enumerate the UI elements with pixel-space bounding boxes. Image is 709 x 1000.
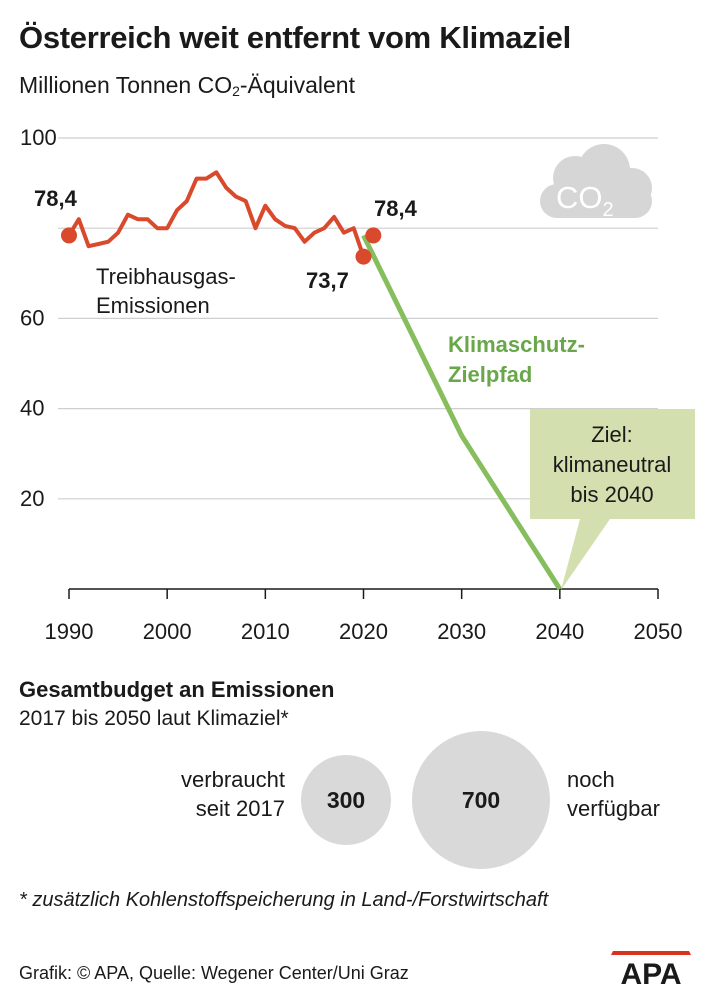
y-tick-label: 40 <box>20 396 44 421</box>
apa-logo: APA <box>611 951 691 987</box>
budget-title: Gesamtbudget an Emissionen <box>19 677 335 702</box>
subtitle-prefix: Millionen Tonnen CO <box>19 72 233 98</box>
used-budget-circle: 300 <box>301 755 391 845</box>
y-tick-label: 20 <box>20 486 44 511</box>
highlight-dot <box>61 227 77 244</box>
highlight-dot <box>365 227 382 244</box>
value-label-2021: 78,4 <box>374 196 418 221</box>
source-credit: Grafik: © APA, Quelle: Wegener Center/Un… <box>19 963 409 983</box>
target-path-line <box>361 234 562 591</box>
co2-cloud-icon: CO2 <box>540 144 652 221</box>
used-label-line1: verbraucht <box>181 767 285 792</box>
x-tick-label: 2050 <box>634 619 683 644</box>
y-tick-label: 100 <box>20 125 57 150</box>
goal-callout: Ziel: klimaneutral bis 2040 <box>530 409 695 590</box>
remaining-label-line1: noch <box>567 767 615 792</box>
budget-subtitle: 2017 bis 2050 laut Klimaziel* <box>19 707 289 730</box>
subtitle-suffix: -Äquivalent <box>239 72 355 98</box>
target-label-line1: Klimaschutz- <box>448 332 585 357</box>
x-tick-label: 2040 <box>535 619 584 644</box>
chart-subtitle: Millionen Tonnen CO2-Äquivalent <box>19 72 355 99</box>
x-tick-label: 1990 <box>45 619 94 644</box>
used-label: verbraucht seit 2017 <box>130 765 285 823</box>
remaining-budget-circle: 700 <box>412 731 550 869</box>
emissions-line <box>67 170 366 258</box>
goal-line2: klimaneutral <box>553 452 672 477</box>
remaining-label-line2: verfügbar <box>567 796 660 821</box>
apa-logo-text: APA <box>620 958 681 987</box>
x-tick-label: 2010 <box>241 619 290 644</box>
used-label-line2: seit 2017 <box>195 796 285 821</box>
footnote: * zusätzlich Kohlenstoffspeicherung in L… <box>19 889 549 911</box>
emissions-label-line1: Treibhausgas- <box>96 264 236 289</box>
x-tick-label: 2030 <box>437 619 486 644</box>
y-tick-label: 60 <box>20 305 44 330</box>
value-label-2020: 73,7 <box>306 268 349 293</box>
highlight-dot <box>355 248 372 265</box>
emissions-label-line2: Emissionen <box>96 293 210 318</box>
chart-title: Österreich weit entfernt vom Klimaziel <box>19 20 571 55</box>
goal-line3: bis 2040 <box>570 482 653 507</box>
goal-line1: Ziel: <box>591 422 633 447</box>
target-label-line2: Zielpfad <box>448 362 532 387</box>
x-tick-label: 2020 <box>339 619 388 644</box>
highlight-dots <box>61 227 382 265</box>
cloud-label: CO2 <box>556 180 614 221</box>
emissions-chart: 100 60 40 20 1990 2000 2010 2020 2030 2040 2050 C… <box>20 125 695 644</box>
value-label-1990: 78,4 <box>34 186 78 211</box>
remaining-label: noch verfügbar <box>567 765 697 823</box>
x-tick-label: 2000 <box>143 619 192 644</box>
grid-lines <box>58 137 658 500</box>
subtitle-subscript: 2 <box>232 83 240 99</box>
y-axis-ticks: 100 60 40 20 <box>20 125 57 511</box>
x-axis: 1990 2000 2010 2020 2030 2040 2050 <box>45 588 683 644</box>
